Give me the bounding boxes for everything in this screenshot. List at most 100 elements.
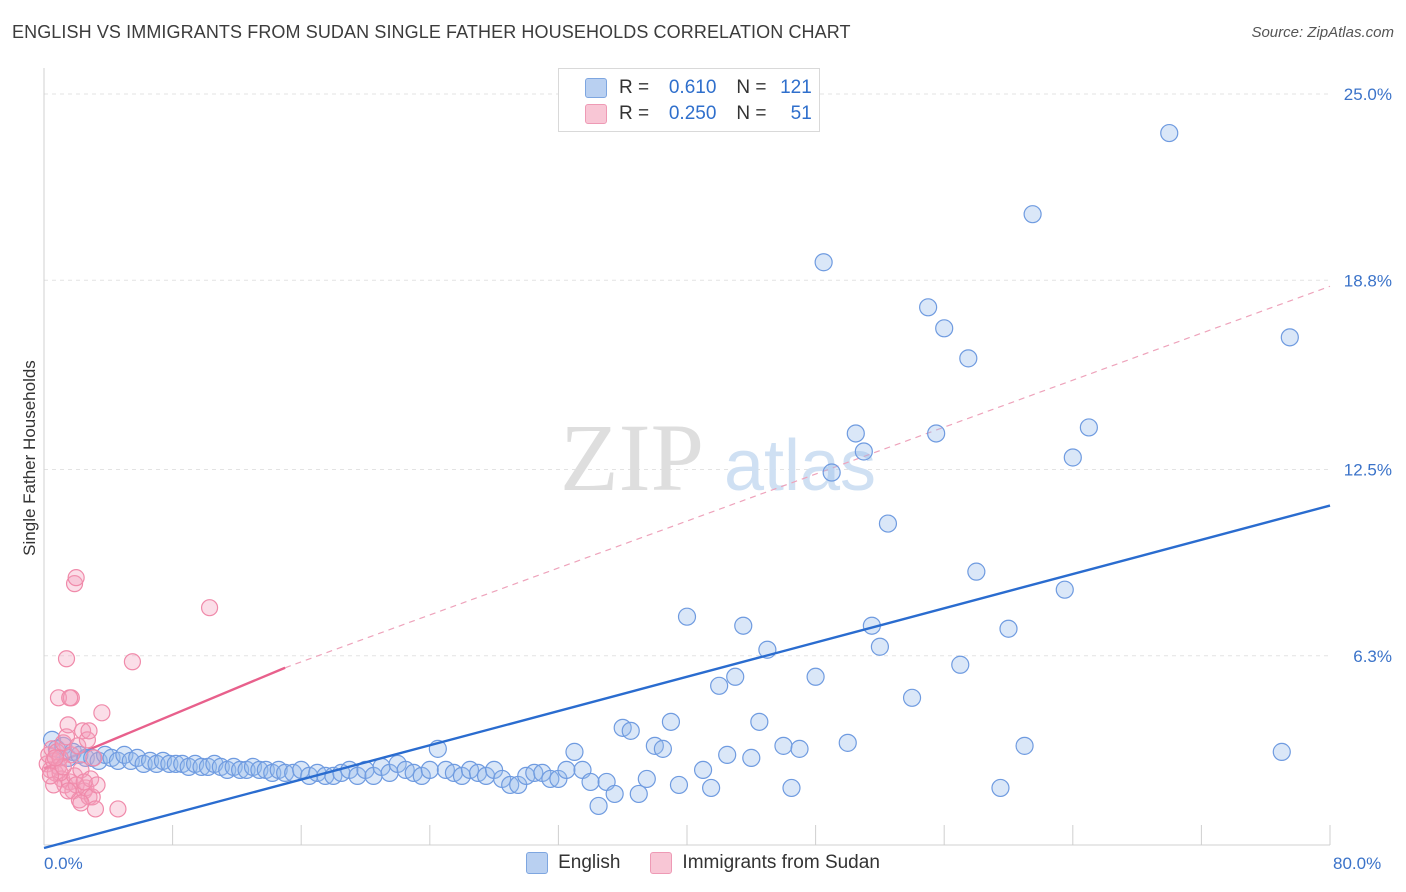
english-point xyxy=(1015,736,1034,755)
english-point xyxy=(742,748,761,767)
y-tick-label-2: 18.8% xyxy=(1344,271,1392,290)
sudan-point xyxy=(109,800,127,818)
sudan-point xyxy=(61,689,79,707)
sudan-point xyxy=(46,749,64,767)
english-point xyxy=(718,745,737,764)
sudan-point xyxy=(93,704,111,722)
y-tick-label-3: 25.0% xyxy=(1344,85,1392,104)
legend-row-sudan: R = 0.250 N = 51 xyxy=(585,102,812,126)
english-point xyxy=(919,298,938,317)
legend-row-english: R = 0.610 N = 121 xyxy=(585,76,812,100)
english-point xyxy=(991,778,1010,798)
english-point xyxy=(902,688,922,707)
source-label: Source: ZipAtlas.com xyxy=(1251,24,1394,41)
sudan-point xyxy=(200,599,219,617)
english-point xyxy=(702,778,721,798)
english-point xyxy=(951,655,970,674)
legend-item-english[interactable]: English xyxy=(526,852,620,874)
sudan-point xyxy=(86,800,105,818)
english-trend-solid xyxy=(43,504,1331,850)
english-point xyxy=(661,712,681,731)
english-point xyxy=(653,739,672,758)
english-point xyxy=(999,619,1018,638)
watermark-zip: ZIP xyxy=(560,404,704,511)
english-swatch xyxy=(585,78,607,98)
english-point xyxy=(967,562,986,581)
sudan-point xyxy=(123,653,142,671)
y-tick-label-0: 6.3% xyxy=(1353,647,1392,666)
x-tick-min: 0.0% xyxy=(44,854,83,873)
english-point xyxy=(935,319,954,338)
sudan-point xyxy=(88,776,106,794)
sudan-point xyxy=(41,767,60,785)
english-point xyxy=(160,754,179,773)
english-point xyxy=(1280,328,1299,347)
english-r-label: R = xyxy=(619,77,650,98)
sudan-swatch xyxy=(585,104,607,124)
english-n-value: 121 xyxy=(780,77,812,98)
english-n-label: N = xyxy=(736,77,767,98)
english-point xyxy=(814,253,833,272)
sudan-n-label: N = xyxy=(736,103,767,124)
sudan-point xyxy=(75,773,93,791)
english-point xyxy=(1160,123,1179,143)
english-point xyxy=(669,775,689,795)
english-point xyxy=(557,760,576,780)
english-point xyxy=(420,760,439,780)
english-point xyxy=(774,736,793,755)
legend-item-sudan[interactable]: Immigrants from Sudan xyxy=(650,852,880,874)
english-r-value: 0.610 xyxy=(668,77,717,98)
english-point xyxy=(927,424,946,443)
series-legend: English Immigrants from Sudan xyxy=(0,852,1406,874)
gridlines xyxy=(44,93,1330,657)
y-tick-labels: 6.3% 12.5% 18.8% 25.0% xyxy=(1344,85,1392,666)
sudan-legend-swatch xyxy=(650,852,673,874)
english-point xyxy=(822,463,841,482)
english-point xyxy=(750,712,769,731)
english-points xyxy=(42,123,1299,816)
sudan-point xyxy=(57,650,76,668)
sudan-point xyxy=(72,794,90,812)
english-point xyxy=(605,784,624,804)
english-point xyxy=(1023,205,1042,224)
english-point xyxy=(589,796,608,816)
watermark-atlas: atlas xyxy=(724,426,876,506)
sudan-point xyxy=(73,722,92,740)
x-tick-max: 80.0% xyxy=(1333,854,1382,873)
english-point xyxy=(838,733,857,752)
english-point xyxy=(693,760,713,780)
english-point xyxy=(677,607,697,626)
english-point xyxy=(878,514,898,533)
english-point xyxy=(1079,418,1098,437)
axes xyxy=(43,68,1331,846)
sudan-trend-solid xyxy=(43,666,286,770)
english-point xyxy=(565,742,584,761)
y-tick-label-1: 12.5% xyxy=(1344,461,1392,480)
sudan-point xyxy=(45,776,63,794)
english-legend-label: English xyxy=(558,852,621,873)
english-point xyxy=(726,667,745,686)
english-point xyxy=(1063,448,1082,467)
english-trendline xyxy=(43,504,1331,850)
chart-title: ENGLISH VS IMMIGRANTS FROM SUDAN SINGLE … xyxy=(12,22,851,42)
sudan-point xyxy=(67,569,85,587)
english-point xyxy=(1272,742,1291,761)
english-point xyxy=(854,442,873,461)
english-point xyxy=(581,772,600,792)
stats-legend: R = 0.610 N = 121 R = 0.250 N = 51 xyxy=(558,68,820,132)
sudan-trendline xyxy=(43,285,1331,770)
watermark: ZIP atlas xyxy=(560,404,876,511)
sudan-trend-extension xyxy=(284,285,1331,669)
english-point xyxy=(959,349,978,368)
english-point xyxy=(621,721,640,740)
sudan-n-value: 51 xyxy=(790,103,812,124)
english-legend-swatch xyxy=(526,852,549,874)
english-point xyxy=(629,784,648,804)
sudan-r-label: R = xyxy=(619,103,650,124)
sudan-points xyxy=(38,569,219,818)
english-point xyxy=(734,616,753,635)
english-point xyxy=(790,739,809,758)
sudan-point xyxy=(59,716,77,734)
sudan-r-value: 0.250 xyxy=(668,103,717,124)
